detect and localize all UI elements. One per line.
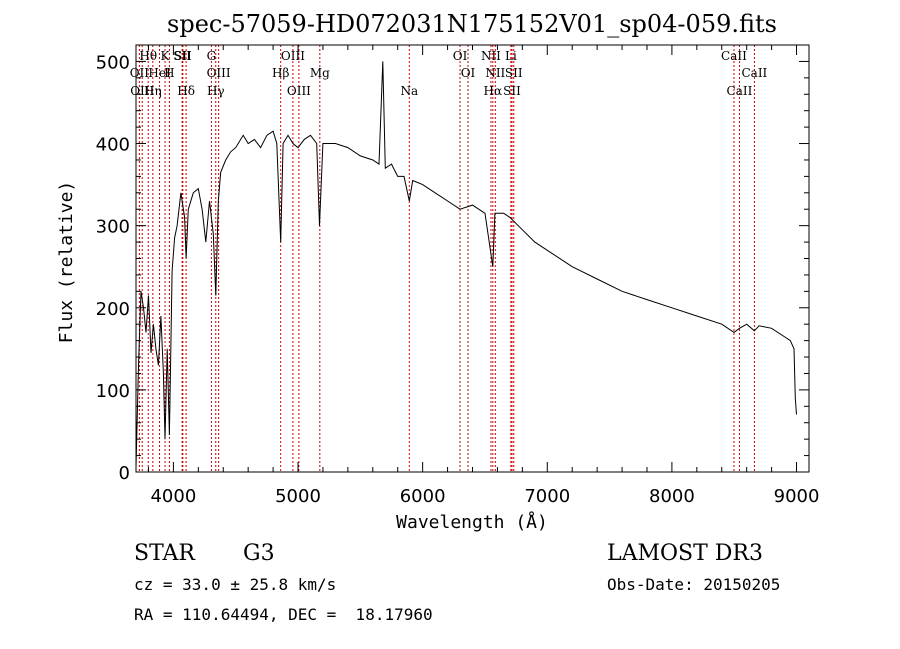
line-label: OIII (281, 49, 305, 63)
survey-name: LAMOST DR3 (607, 541, 763, 566)
x-tick-label: 6000 (400, 486, 446, 507)
y-tick-label: 200 (96, 299, 130, 320)
plot-frame (135, 44, 810, 473)
spectral-line-labels: HθOIIOIIIKHeIHηSIIHHδSIIOIIIHγGHβOIIIOII… (130, 49, 768, 98)
line-label: K (161, 49, 171, 63)
chart-title: spec-57059-HD072031N175152V01_sp04-059.f… (167, 10, 777, 38)
redshift-cz: cz = 33.0 ± 25.8 km/s (134, 575, 336, 594)
axis-ticks: 4000 5000 6000 7000 8000 9000 0 100 200 300 400 500 (96, 45, 820, 507)
line-label: OI (461, 66, 476, 80)
y-tick-label: 100 (96, 381, 130, 402)
line-label: Hα (484, 84, 503, 98)
line-label: Hη (144, 84, 162, 98)
x-tick-label: 9000 (774, 486, 820, 507)
line-label: CaII (721, 49, 747, 63)
y-axis-label: Flux (relative) (56, 181, 77, 344)
line-label: SII (174, 49, 192, 63)
line-label: Na (400, 84, 418, 98)
plot-area (135, 61, 797, 468)
y-tick-label: 0 (119, 463, 130, 484)
line-label: H (164, 66, 174, 80)
line-label: NII (481, 49, 501, 63)
y-tick-label: 300 (96, 217, 130, 238)
line-label: Li (505, 49, 517, 63)
spectrum-series-line (135, 61, 797, 468)
line-label: Hθ (139, 49, 157, 63)
x-tick-label: 7000 (524, 486, 570, 507)
line-label: CaII (727, 84, 753, 98)
line-label: OII (130, 66, 150, 80)
line-label: OI (453, 49, 468, 63)
spectral-line-markers (138, 45, 755, 472)
object-class: STAR (134, 541, 196, 566)
line-label: SII (173, 49, 191, 63)
observation-date: Obs-Date: 20150205 (607, 575, 780, 594)
line-label: Hβ (272, 66, 289, 80)
line-label: Mg (310, 66, 330, 80)
line-label: OIII (287, 84, 311, 98)
line-label: NII (485, 66, 505, 80)
line-label: OIII (207, 66, 231, 80)
line-label: G (207, 49, 217, 63)
line-label: Hγ (207, 84, 225, 98)
line-label: Hδ (177, 84, 195, 98)
line-label: HeI (148, 66, 171, 80)
object-subclass: G3 (243, 541, 275, 566)
x-tick-label: 4000 (150, 486, 196, 507)
coordinates: RA = 110.64494, DEC = 18.17960 (134, 605, 433, 624)
line-label: SII (503, 84, 521, 98)
y-tick-label: 400 (96, 135, 130, 156)
x-axis-label: Wavelength (Å) (396, 511, 548, 533)
x-tick-label: 5000 (275, 486, 321, 507)
x-tick-label: 8000 (649, 486, 695, 507)
line-label: CaII (741, 66, 767, 80)
y-tick-label: 500 (96, 52, 130, 73)
line-label: SII (505, 66, 523, 80)
